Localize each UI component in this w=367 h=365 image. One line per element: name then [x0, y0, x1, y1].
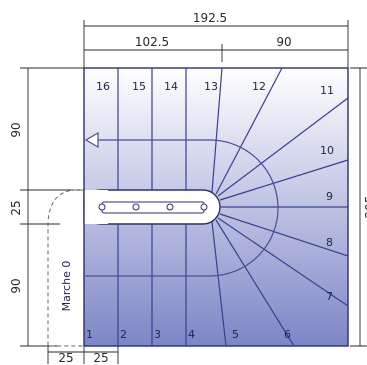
- step-number: 2: [120, 328, 127, 341]
- tread-lines-bottom: [117, 224, 187, 346]
- direction-arrow-icon: [84, 131, 99, 149]
- tread-lines-top: [117, 68, 187, 190]
- step-number: 7: [326, 290, 333, 303]
- dim-bottom-a-label: 25: [58, 351, 73, 365]
- step-number: 13: [204, 80, 218, 93]
- step-number: 14: [164, 80, 178, 93]
- step-number: 16: [96, 80, 110, 93]
- step-number: 6: [284, 328, 291, 341]
- dim-total-width: 192.5: [83, 11, 349, 70]
- dim-height: 205: [350, 67, 367, 347]
- step-zero-outline: [47, 189, 84, 347]
- step-number: 1: [86, 328, 93, 341]
- step-numbers: 1 2 3 4 5 6 7 8 9 10 11 12 13 14 15 16: [86, 80, 334, 341]
- step-number: 8: [326, 236, 333, 249]
- step-number: 11: [320, 84, 334, 97]
- step-number: 5: [232, 328, 239, 341]
- handrail-detail: [98, 201, 208, 214]
- walking-line: [84, 131, 279, 277]
- step-number: 3: [154, 328, 161, 341]
- step-number: 12: [252, 80, 266, 93]
- winder-lines: [211, 67, 349, 347]
- step-zero-label: Marche 0: [60, 261, 73, 312]
- step-number: 15: [132, 80, 146, 93]
- dim-left-mid-label: 25: [9, 200, 23, 215]
- dim-total-label: 192.5: [193, 11, 227, 25]
- dim-bottom: 25 25: [47, 346, 119, 365]
- dim-left-top-label: 90: [9, 122, 23, 137]
- step-number: 10: [320, 144, 334, 157]
- dim-left-label: 102.5: [135, 35, 169, 49]
- dim-split-width: 102.5 90: [84, 35, 348, 62]
- step-number: 4: [188, 328, 195, 341]
- dim-bottom-b-label: 25: [93, 351, 108, 365]
- step-number: 9: [326, 190, 333, 203]
- dim-left-bottom-label: 90: [9, 278, 23, 293]
- dim-right-label: 90: [276, 35, 291, 49]
- dim-height-label: 205: [363, 196, 367, 219]
